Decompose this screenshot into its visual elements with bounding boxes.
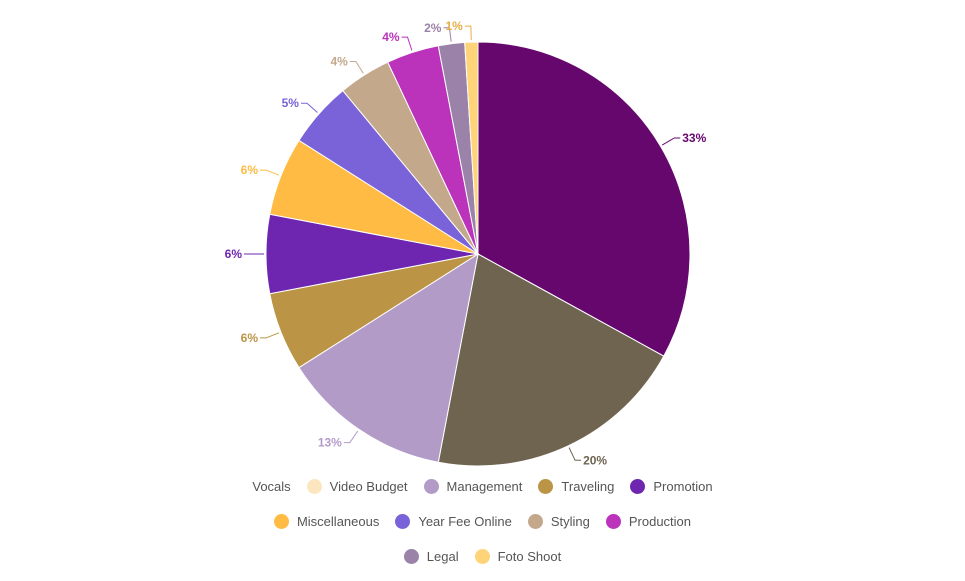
pie-chart: 33% 20% 13% 6% 6% 6% 5% 4% 4% 2% 1% — [225, 19, 707, 467]
leader-line-vocals — [661, 137, 681, 146]
legend-label: Legal — [426, 548, 459, 564]
legend-label: Management — [446, 478, 523, 494]
legend-item-miscellaneous[interactable]: Miscellaneous — [273, 513, 380, 529]
pie-slice-foto-shoot — [464, 41, 479, 255]
leader-line-video-budget — [568, 447, 582, 461]
legend-swatch — [306, 478, 322, 494]
legend-swatch — [423, 478, 439, 494]
legend-label: Foto Shoot — [497, 548, 562, 564]
leader-line-legal — [443, 27, 452, 42]
pie-slice-vocals — [477, 41, 691, 357]
legend-item-year-fee-online[interactable]: Year Fee Online — [395, 513, 512, 529]
legend-row: Miscellaneous Year Fee Online Styling Produ… — [0, 511, 965, 531]
data-label-legal: 2% — [424, 21, 442, 35]
data-label-management: 13% — [318, 436, 342, 450]
data-label-year-fee-online: 5% — [282, 96, 300, 110]
legend-row: Vocals Video Budget Management Traveling Pro… — [0, 476, 965, 496]
legend-item-management[interactable]: Management — [423, 478, 523, 494]
legend-item-styling[interactable]: Styling — [527, 513, 590, 529]
legend-item-promotion[interactable]: Promotion — [630, 478, 713, 494]
leader-line-foto-shoot — [464, 25, 472, 41]
legend-label: Traveling — [561, 478, 615, 494]
legend-item-vocals[interactable]: Vocals — [252, 479, 290, 494]
legend-label: Year Fee Online — [418, 513, 512, 529]
data-label-miscellaneous: 6% — [241, 163, 259, 177]
legend-swatch — [403, 548, 419, 564]
legend-item-traveling[interactable]: Traveling — [538, 478, 615, 494]
data-label-vocals: 33% — [682, 131, 706, 145]
legend-swatch — [630, 478, 646, 494]
leader-line-management — [343, 430, 359, 444]
leader-line-production — [401, 36, 413, 51]
legend-item-legal[interactable]: Legal — [403, 548, 459, 564]
legend-label: Video Budget — [329, 478, 408, 494]
legend-swatch — [395, 513, 411, 529]
data-label-foto-shoot: 1% — [445, 19, 463, 33]
data-label-traveling: 6% — [241, 331, 259, 345]
legend-label: Promotion — [653, 478, 713, 494]
legend-label: Vocals — [252, 478, 291, 494]
legend-row: Legal Foto Shoot — [0, 546, 965, 566]
legend-label: Production — [628, 513, 692, 529]
data-label-promotion: 6% — [225, 247, 243, 261]
legend-item-foto-shoot[interactable]: Foto Shoot — [474, 548, 562, 564]
legend-label: Styling — [550, 513, 590, 529]
legend-swatch — [527, 513, 543, 529]
legend-item-video-budget[interactable]: Video Budget — [306, 478, 408, 494]
legend-item-production[interactable]: Production — [605, 513, 692, 529]
pie-slice-management — [298, 252, 479, 463]
legend-swatch — [538, 478, 554, 494]
data-label-production: 4% — [382, 30, 400, 44]
legend-swatch — [273, 513, 289, 529]
leader-line-year-fee-online — [300, 102, 318, 113]
data-label-video-budget: 20% — [583, 453, 607, 467]
leader-line-styling — [349, 60, 364, 74]
legend-label: Miscellaneous — [296, 513, 380, 529]
legend-swatch — [474, 548, 490, 564]
leader-line-traveling — [260, 332, 280, 339]
data-label-styling: 4% — [330, 54, 348, 68]
pie-slice-video-budget — [437, 253, 665, 467]
leader-line-miscellaneous — [260, 169, 280, 176]
legend-swatch — [605, 513, 621, 529]
